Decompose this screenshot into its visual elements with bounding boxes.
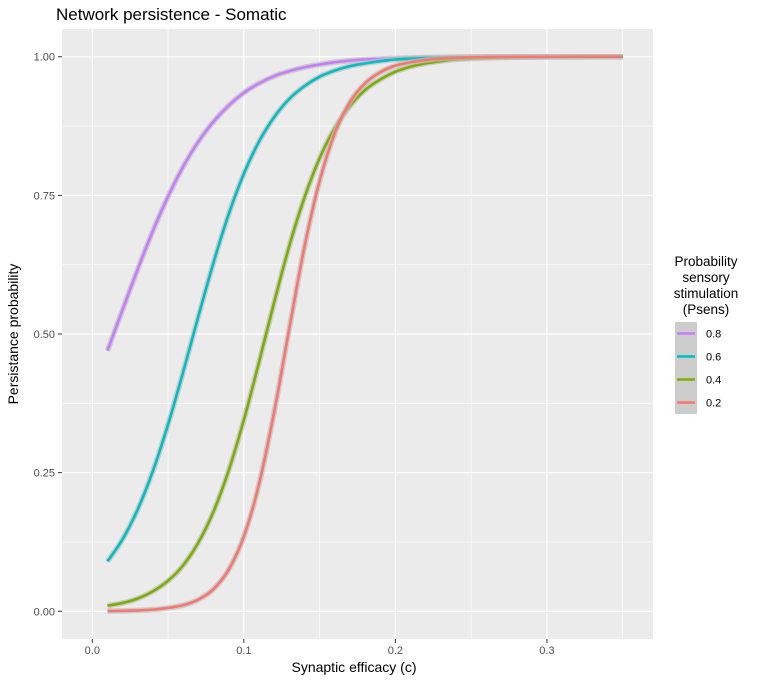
x-tick-label: 0.2 [388,645,403,657]
y-tick-label: 0.00 [34,606,55,618]
x-axis: 0.0 0.1 0.2 0.3 [85,639,555,657]
y-tick-label: 0.75 [34,190,55,202]
legend-title-line: stimulation [674,286,739,301]
y-axis-title: Persistance probability [5,264,21,405]
y-tick-label: 0.25 [34,468,55,480]
x-axis-title: Synaptic efficacy (c) [291,659,416,675]
legend-label-0.6: 0.6 [706,352,721,364]
x-tick-label: 0.1 [236,645,251,657]
legend-title-line: sensory [682,270,730,285]
series-layer [104,53,623,614]
series-line-0.2 [107,55,623,613]
y-tick-label: 0.50 [34,329,55,341]
legend-title-line: Probability [674,254,737,269]
legend-label-0.8: 0.8 [706,329,721,341]
x-tick-label: 0.0 [85,645,100,657]
y-tick-label: 1.00 [34,52,55,64]
legend-label-0.2: 0.2 [706,398,721,410]
legend-title-line: (Psens) [683,302,730,317]
x-tick-label: 0.3 [539,645,554,657]
legend-label-0.4: 0.4 [706,375,721,387]
y-axis: 0.00 0.25 0.50 0.75 1.00 [34,52,62,618]
chart-title: Network persistence - Somatic [56,5,287,24]
